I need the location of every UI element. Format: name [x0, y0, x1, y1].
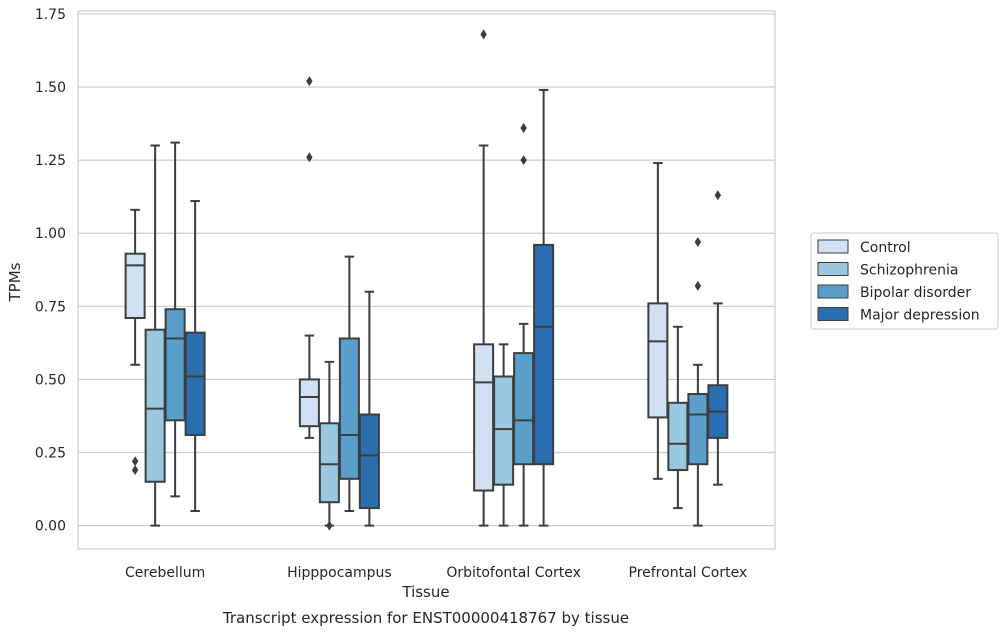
box-schizophrenia	[318, 360, 340, 531]
iqr-box	[338, 337, 360, 480]
legend-swatch	[817, 284, 849, 299]
outlier-point	[694, 280, 702, 291]
box-bipolar-disorder	[338, 255, 360, 512]
iqr-box	[318, 422, 340, 504]
outlier-point	[131, 456, 139, 467]
iqr-box	[493, 375, 515, 486]
x-tick-label: Orbitofontal Cortex	[446, 565, 581, 581]
iqr-box	[473, 343, 495, 492]
y-tick-label: 1.25	[35, 153, 66, 169]
iqr-box	[533, 243, 555, 466]
y-tick-label: 1.50	[35, 80, 66, 96]
boxes-layer	[124, 29, 729, 531]
x-tick-label: Cerebellum	[125, 565, 205, 581]
legend-label: Bipolar disorder	[860, 285, 971, 301]
box-major-depression	[358, 290, 380, 527]
box-schizophrenia	[493, 343, 515, 527]
box-schizophrenia	[667, 325, 689, 510]
iqr-box	[124, 252, 146, 320]
outlier-point	[694, 236, 702, 247]
legend-frame	[810, 232, 999, 330]
iqr-box	[298, 378, 320, 428]
box-control	[473, 29, 495, 527]
box-major-depression	[184, 200, 206, 512]
y-tick-label: 0.25	[35, 446, 66, 462]
iqr-box	[667, 401, 689, 472]
iqr-box	[647, 302, 669, 419]
y-tick-label: 0.00	[35, 519, 66, 535]
outlier-point	[326, 520, 333, 531]
box-bipolar-disorder	[513, 122, 535, 527]
legend: Control Schizophrenia Bipolar disorder Majo…	[810, 232, 999, 330]
box-control	[124, 208, 146, 476]
legend-swatch	[817, 307, 849, 321]
box-schizophrenia	[144, 144, 166, 527]
iqr-box	[513, 352, 535, 466]
box-control	[647, 162, 669, 480]
y-tick-label: 1.75	[35, 7, 66, 23]
outlier-point	[306, 152, 313, 163]
legend-swatch	[817, 262, 849, 276]
outlier-point	[520, 122, 527, 133]
outlier-point	[306, 76, 313, 87]
box-control	[298, 76, 320, 439]
chart-title: Transcript expression for ENST0000041876…	[222, 609, 629, 627]
iqr-box	[184, 331, 206, 436]
legend-label: Major depression	[860, 308, 980, 324]
box-major-depression	[533, 88, 555, 527]
iqr-box	[164, 308, 186, 422]
box-bipolar-disorder	[164, 141, 186, 498]
box-bipolar-disorder	[687, 236, 709, 527]
y-tick-labels: 0.00 0.25 0.50 0.75 1.00 1.25 1.50 1.75	[35, 7, 66, 535]
outlier-point	[480, 29, 487, 40]
legend-label: Control	[860, 240, 911, 256]
iqr-box	[144, 328, 166, 483]
iqr-box	[687, 393, 709, 466]
plot-area-frame	[77, 10, 776, 550]
outlier-point	[520, 155, 527, 166]
legend-swatch	[817, 239, 849, 254]
outlier-point	[131, 465, 139, 476]
box-major-depression	[707, 190, 729, 486]
y-tick-label: 0.75	[35, 299, 66, 315]
x-tick-label: Hipppocampus	[287, 565, 392, 581]
y-tick-label: 1.00	[35, 226, 66, 242]
outlier-point	[714, 190, 722, 201]
x-tick-label: Prefrontal Cortex	[629, 565, 748, 581]
x-axis-label: Tissue	[401, 583, 449, 601]
y-tick-label: 0.50	[35, 372, 66, 388]
y-axis-label: TPMs	[6, 262, 24, 302]
legend-label: Schizophrenia	[860, 263, 958, 279]
x-tick-labels: Cerebellum Hipppocampus Orbitofontal Corte…	[125, 565, 747, 581]
iqr-box	[358, 413, 380, 510]
